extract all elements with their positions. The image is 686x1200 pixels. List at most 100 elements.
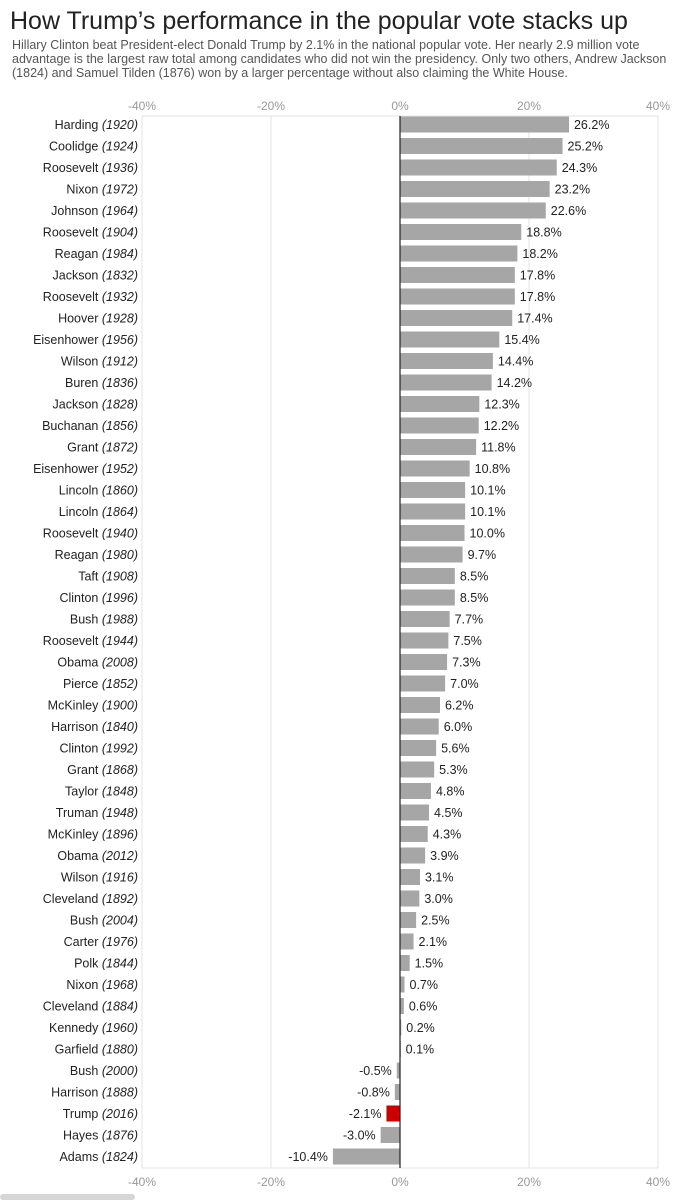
candidate-label: Roosevelt (1904) <box>43 226 138 240</box>
value-label: 26.2% <box>574 118 609 132</box>
value-label: 25.2% <box>568 140 603 154</box>
candidate-label: Harding (1920) <box>55 118 138 132</box>
candidate-label: Wilson (1912) <box>61 355 138 369</box>
bar <box>400 890 420 907</box>
bar <box>400 245 518 262</box>
candidate-label: Buren (1836) <box>65 376 138 390</box>
candidate-label: Clinton (1996) <box>59 591 138 605</box>
value-label: 1.5% <box>415 957 444 971</box>
bar <box>400 374 492 391</box>
value-label: 18.8% <box>526 226 561 240</box>
bar <box>400 482 466 498</box>
candidate-label: Lincoln (1864) <box>59 505 138 519</box>
bar <box>400 1019 402 1036</box>
bar <box>400 611 450 627</box>
bar <box>400 869 420 885</box>
bar <box>400 138 563 154</box>
bar <box>386 1105 400 1122</box>
value-label: 14.4% <box>498 355 533 369</box>
value-label: 3.0% <box>424 892 453 906</box>
bar <box>400 998 404 1014</box>
x-tick-label-top: 40% <box>646 99 670 113</box>
candidate-label: Roosevelt (1944) <box>43 634 138 648</box>
bar <box>400 912 417 928</box>
bar <box>400 417 479 434</box>
bar <box>400 740 437 756</box>
candidate-label: Obama (2008) <box>57 656 138 670</box>
chart-title: How Trump’s performance in the popular v… <box>10 7 628 35</box>
candidate-label: Bush (1988) <box>70 613 138 627</box>
x-tick-label-bottom: 40% <box>646 1175 670 1189</box>
bar <box>400 847 426 864</box>
value-label: 0.2% <box>406 1021 435 1035</box>
value-label: 3.9% <box>430 849 459 863</box>
candidate-label: Taylor (1848) <box>65 785 138 799</box>
bar <box>400 181 550 197</box>
bar <box>400 632 449 649</box>
bar <box>400 546 463 563</box>
bar <box>400 697 440 713</box>
value-label: -10.4% <box>288 1150 328 1164</box>
bar <box>400 654 448 670</box>
value-label: 7.3% <box>452 656 481 670</box>
bar <box>400 933 414 950</box>
bar <box>400 224 522 240</box>
candidate-label: McKinley (1900) <box>48 699 138 713</box>
value-label: 10.8% <box>475 462 510 476</box>
bar <box>400 503 466 520</box>
candidate-label: Trump (2016) <box>63 1107 138 1121</box>
candidate-label: Buchanan (1856) <box>42 419 138 433</box>
value-label: 12.2% <box>484 419 519 433</box>
value-label: 6.2% <box>445 699 474 713</box>
bar <box>400 718 439 735</box>
value-label: 2.5% <box>421 914 450 928</box>
value-label: 11.8% <box>481 441 516 455</box>
bar <box>400 675 446 692</box>
bar <box>400 159 557 176</box>
value-label: -2.1% <box>349 1107 382 1121</box>
x-tick-label-top: 20% <box>517 99 541 113</box>
bar <box>400 804 430 821</box>
candidate-label: Eisenhower (1956) <box>33 333 138 347</box>
candidate-label: Jackson (1828) <box>53 398 138 412</box>
value-label: 14.2% <box>497 376 532 390</box>
value-label: 5.6% <box>441 742 470 756</box>
value-label: 24.3% <box>562 161 597 175</box>
candidate-label: Garfield (1880) <box>55 1043 138 1057</box>
bar <box>400 353 493 369</box>
x-tick-label-bottom: 0% <box>391 1175 409 1189</box>
candidate-label: Cleveland (1884) <box>43 1000 138 1014</box>
bar <box>332 1148 400 1165</box>
value-label: 10.1% <box>470 505 505 519</box>
bar <box>400 761 435 778</box>
x-tick-label-bottom: -20% <box>257 1175 285 1189</box>
candidate-label: Harrison (1888) <box>51 1086 138 1100</box>
candidate-label: Kennedy (1960) <box>49 1021 138 1035</box>
candidate-label: Roosevelt (1932) <box>43 290 138 304</box>
value-label: 9.7% <box>468 548 497 562</box>
candidate-label: Roosevelt (1936) <box>43 161 138 175</box>
bar <box>400 976 405 993</box>
value-label: 17.8% <box>520 290 555 304</box>
value-label: 7.5% <box>453 634 482 648</box>
candidate-label: Obama (2012) <box>57 849 138 863</box>
value-label: 4.3% <box>433 828 462 842</box>
x-tick-label-top: 0% <box>391 99 409 113</box>
value-label: -0.8% <box>357 1086 390 1100</box>
bar <box>400 439 477 455</box>
value-label: 23.2% <box>555 183 590 197</box>
x-tick-label-bottom: 20% <box>517 1175 541 1189</box>
chart-subtitle: Hillary Clinton beat President-elect Don… <box>12 38 667 80</box>
bar <box>400 288 515 305</box>
candidate-label: Wilson (1916) <box>61 871 138 885</box>
candidate-label: Coolidge (1924) <box>49 140 138 154</box>
candidate-label: Johnson (1964) <box>51 204 138 218</box>
value-label: 4.5% <box>434 806 463 820</box>
bar <box>400 460 470 477</box>
x-tick-label-top: -20% <box>257 99 285 113</box>
candidate-label: Nixon (1972) <box>66 183 138 197</box>
value-label: 7.0% <box>450 677 479 691</box>
value-label: 8.5% <box>460 591 489 605</box>
candidate-label: Roosevelt (1940) <box>43 527 138 541</box>
horizontal-scrollbar[interactable] <box>0 1194 135 1200</box>
